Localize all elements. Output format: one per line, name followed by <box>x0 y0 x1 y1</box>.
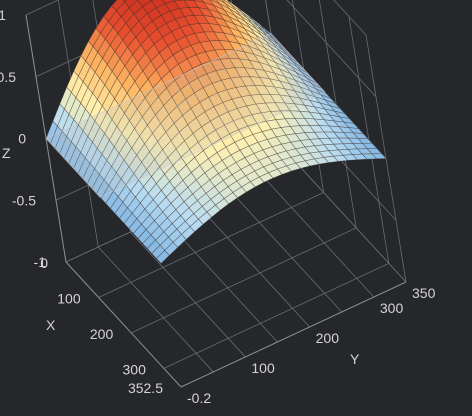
zero-plane-line-x-6 <box>99 91 326 198</box>
y-tick-label-0: -0.2 <box>187 390 211 406</box>
grid-line-floor-x-1 <box>98 192 324 298</box>
zero-plane-line-y-17 <box>237 49 292 109</box>
zero-plane-line-y-19 <box>259 38 315 98</box>
zero-plane-line-y-9 <box>147 91 202 151</box>
zero-plane-line-y-10 <box>158 85 213 145</box>
grid-line-floor-y-6 <box>258 171 375 298</box>
y-tick-label-4: 350 <box>412 285 436 301</box>
x-tick-label-1: 100 <box>57 290 81 306</box>
x-axis-title: X <box>46 317 56 333</box>
x-tick-label-2: 200 <box>90 326 114 342</box>
z-tick-label-2: 0 <box>18 131 26 147</box>
grid-line-floor-x-2 <box>131 227 357 334</box>
zero-plane-line-y-12 <box>180 75 236 135</box>
grid-line-floor-x-3 <box>163 263 390 369</box>
x-tick-label-4: 352.5 <box>128 380 163 396</box>
zero-plane-line-y-2 <box>68 127 123 187</box>
zero-plane-line-y-5 <box>102 112 157 172</box>
grid-line-floor-y-7 <box>290 156 407 283</box>
zero-plane-surface <box>45 33 326 198</box>
zero-plane-line-y-20 <box>270 33 326 93</box>
x-tick-label-3: 300 <box>123 361 147 377</box>
grid-line-floor-y-4 <box>194 201 310 328</box>
y-axis-title: Y <box>350 351 360 367</box>
zero-plane-line-y-7 <box>124 101 180 161</box>
zero-plane-line-x-5 <box>90 82 317 188</box>
z-tick-label-1: -0.5 <box>12 192 36 208</box>
surface-mesh <box>45 0 387 264</box>
zero-plane-line-y-11 <box>169 80 225 140</box>
y-tick-label-2: 200 <box>316 330 340 346</box>
zero-plane-line-y-15 <box>214 59 270 119</box>
zero-plane-line-x-4 <box>81 72 308 178</box>
z-tick-label-3: 0.5 <box>0 69 16 85</box>
zero-plane-line-x-0 <box>45 33 272 139</box>
z-tick-label-4: 1 <box>0 7 6 23</box>
x-tick-label-0: 0 <box>40 255 48 271</box>
y-tick-label-3: 300 <box>380 300 404 316</box>
zero-plane-line-y-13 <box>192 70 247 130</box>
zero-plane-line-y-0 <box>45 138 101 198</box>
zero-plane-line-y-16 <box>225 54 281 114</box>
tick-labels: -1 -0.5 0 0.5 1 0 100 200 300 352.5 -0.2 100 200 300 3… <box>0 7 436 406</box>
zero-plane-line-y-1 <box>57 133 112 193</box>
y-tick-label-1: 100 <box>251 360 275 376</box>
zero-plane-line-y-8 <box>135 96 191 156</box>
grid-line-ywall-z-3 <box>286 0 377 98</box>
zero-plane-line-x-3 <box>72 62 299 169</box>
grid-line-floor-y-2 <box>130 231 246 358</box>
z-tick-label-0: -1 <box>34 254 47 270</box>
zero-plane-line-y-6 <box>113 106 168 166</box>
z-axis-title: Z <box>2 145 11 161</box>
axis-edge-1 <box>180 281 407 388</box>
zero-plane-line-y-18 <box>248 43 303 103</box>
axis-edge-0 <box>65 261 182 388</box>
surface-cell-24-0 <box>155 249 170 264</box>
zero-plane-line-y-4 <box>90 117 146 177</box>
zero-plane-line-y-14 <box>203 64 258 124</box>
zero-plane-line-y-3 <box>79 122 135 182</box>
grid-line-floor-y-1 <box>97 246 214 373</box>
zero-plane <box>45 33 326 198</box>
zero-plane-line-x-2 <box>63 52 290 159</box>
zero-plane-line-x-1 <box>54 43 281 149</box>
grid-line-ywall-z-4 <box>333 0 367 36</box>
grid-line-floor-y-5 <box>226 186 343 313</box>
